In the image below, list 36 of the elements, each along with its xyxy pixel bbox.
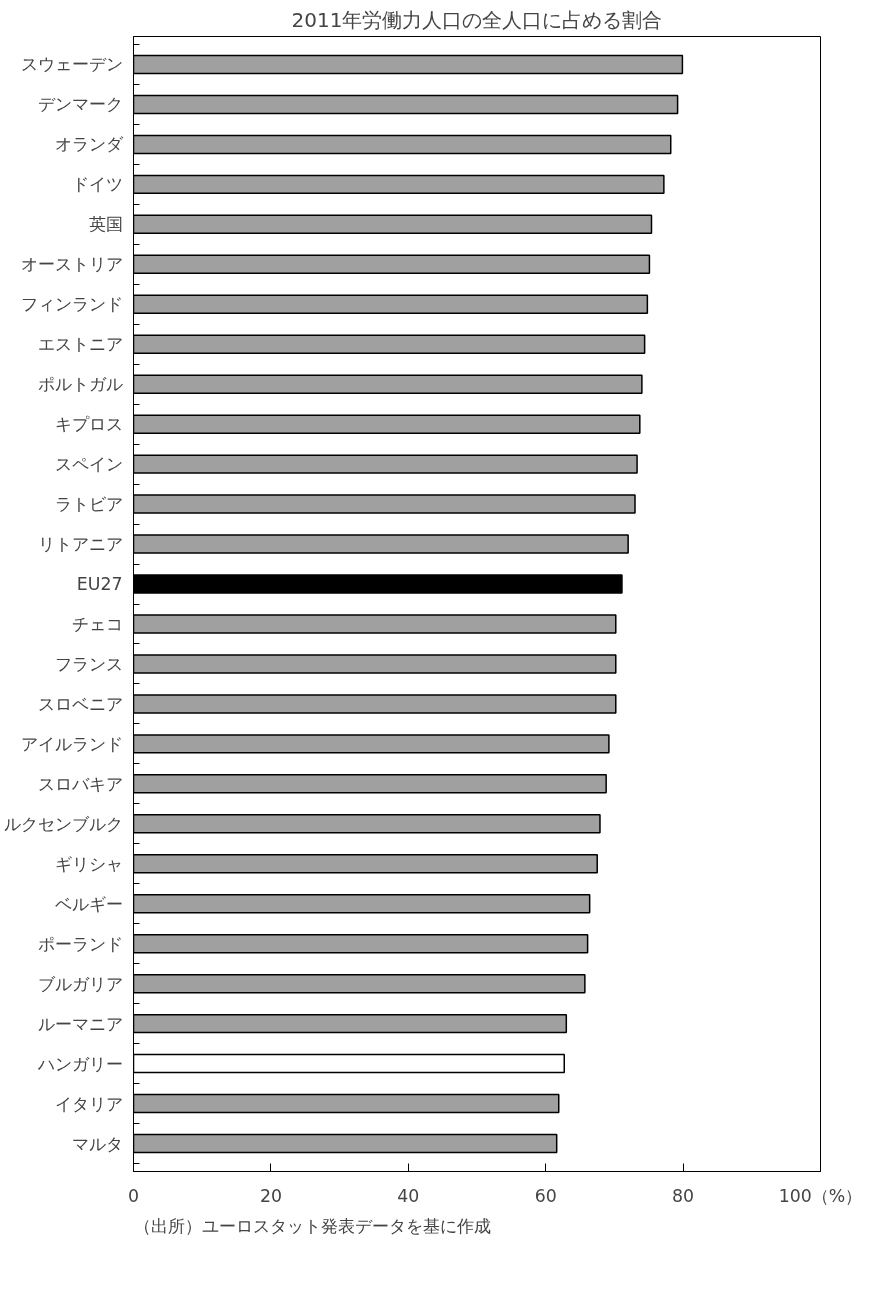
y-tick-label: ルクセンブルク — [3, 813, 123, 834]
y-tick-label: EU27 — [76, 574, 123, 595]
y-tick-label: スウェーデン — [20, 54, 123, 75]
y-tick-label: ベルギー — [54, 893, 123, 914]
y-tick-label: アイルランド — [20, 733, 123, 754]
chart-title: 2011年労働力人口の全人口に占める割合 — [291, 7, 663, 32]
y-tick-label: 英国 — [88, 214, 123, 235]
y-tick-label: オランダ — [54, 134, 124, 155]
y-tick-label: フィンランド — [20, 294, 123, 315]
x-tick-label: 100（%） — [778, 1185, 863, 1206]
y-tick-label: フランス — [54, 653, 123, 674]
x-tick-label: 60 — [534, 1185, 557, 1206]
y-tick-label: ラトビア — [54, 494, 123, 515]
text: （出所）ユーロスタット発表データを基に作成 — [133, 1215, 491, 1236]
y-tick-label: ギリシャ — [54, 853, 123, 874]
y-tick-label: スロベニア — [37, 693, 123, 714]
y-tick-label: ハンガリー — [36, 1053, 123, 1074]
y-tick-label: ルーマニア — [37, 1013, 123, 1034]
y-tick-label: デンマーク — [37, 94, 123, 115]
x-tick-label: 20 — [259, 1185, 282, 1206]
y-tick-label: オーストリア — [20, 254, 123, 275]
y-tick-label: マルタ — [71, 1133, 123, 1154]
y-tick-label: リトアニア — [37, 534, 123, 555]
y-tick-label: キプロス — [54, 414, 123, 435]
y-tick-label: イタリア — [54, 1093, 123, 1114]
y-tick-label: ポルトガル — [37, 374, 123, 395]
y-tick-label: ドイツ — [71, 174, 123, 195]
x-tick-label: 40 — [397, 1185, 420, 1206]
y-tick-label: エストニア — [37, 334, 123, 355]
y-tick-label: ブルガリア — [37, 973, 123, 994]
y-tick-label: スペイン — [54, 454, 123, 475]
y-tick-label: ポーランド — [37, 933, 123, 954]
x-tick-label: 80 — [672, 1185, 695, 1206]
y-tick-label: チェコ — [71, 613, 123, 634]
x-tick-label: 0 — [127, 1185, 140, 1206]
y-tick-label: スロバキア — [37, 773, 123, 794]
